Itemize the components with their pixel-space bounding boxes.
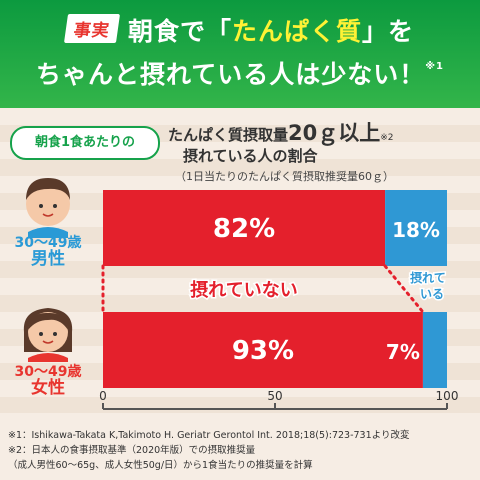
chart-subtitle-line3: （1日当たりのたんぱく質摂取推奨量60ｇ）: [175, 170, 394, 183]
chart-subtitle-line2: 摂れている人の割合: [183, 147, 318, 165]
footnote-1: ※1：Ishikawa-Takata K,Takimoto H. Geriatr…: [8, 430, 410, 441]
x-tick-label-1: 50: [267, 389, 282, 403]
bar-label-not-enough-1: 93%: [232, 336, 294, 366]
female-avatar-icon: [23, 308, 73, 362]
bar-label-not-enough-0: 82%: [213, 214, 275, 244]
bar-not-enough-1: [103, 312, 423, 388]
x-axis: 0 50 100: [99, 389, 459, 410]
bar-enough-0: [385, 190, 447, 266]
annotation-enough-line1: 摂れて: [410, 270, 446, 285]
annotation-not-enough: 摂れていない: [190, 279, 297, 301]
connector-right: [383, 264, 425, 314]
annotation-enough-line2: いる: [420, 287, 444, 301]
group-label-female: 30～49歳 女性: [14, 364, 82, 398]
male-avatar-icon: [26, 178, 70, 238]
bars-layer: 82% 18% 93% 7% 摂れていない 摂れている: [101, 190, 447, 388]
headline-note: ※1: [425, 61, 444, 72]
x-tick-label-0: 0: [99, 389, 107, 403]
bar-enough-1: [422, 312, 447, 388]
footnotes: ※1：Ishikawa-Takata K,Takimoto H. Geriatr…: [8, 428, 478, 473]
x-tick-label-2: 100: [436, 389, 459, 403]
bar-not-enough-0: [103, 190, 386, 266]
per-breakfast-badge: 朝食1食あたりの: [10, 126, 160, 160]
bar-label-enough-0: 18%: [392, 218, 440, 242]
footnote-3: （成人男性60～65g、成人女性50g/日）から1食当たりの推奨量を計算: [8, 460, 313, 471]
bar-label-enough-1: 7%: [386, 340, 420, 364]
footnote-2: ※2：日本人の食事摂取基準（2020年版）での摂取推奨量: [8, 445, 256, 456]
headline-line2: ちゃんと摂れている人は少ない！※1: [36, 60, 444, 89]
headline-line1: 事実 朝食で「たんぱく質」を: [0, 12, 480, 48]
headline-highlight: たんぱく質: [231, 17, 362, 46]
group-label-male: 30～49歳 男性: [14, 235, 82, 269]
header-banner: 事実 朝食で「たんぱく質」を ちゃんと摂れている人は少ない！※1: [0, 0, 480, 108]
chart-subtitle-line1: たんぱく質摂取量20ｇ以上※2: [168, 121, 394, 145]
